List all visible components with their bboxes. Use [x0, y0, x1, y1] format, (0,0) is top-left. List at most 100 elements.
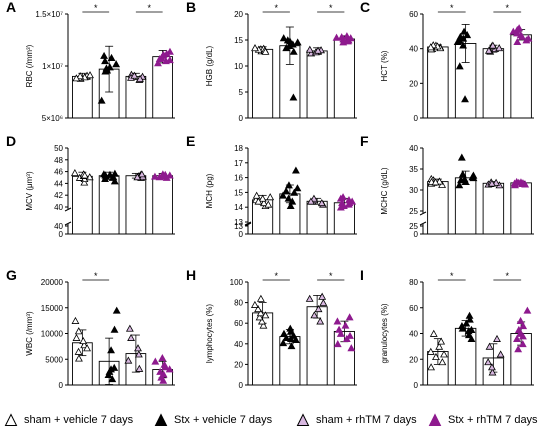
- legend-label: sham + rhTM 7 days: [316, 414, 417, 426]
- data-point-stx: [469, 174, 478, 182]
- data-point-sham_rhtm: [310, 194, 318, 202]
- data-point-stx_rhtm: [513, 25, 522, 33]
- data-point-stx: [286, 324, 295, 332]
- data-point-stx_rhtm: [158, 353, 167, 362]
- y-tick-label: 40: [54, 203, 63, 212]
- data-point-stx: [280, 329, 288, 337]
- data-point-stx: [461, 95, 469, 103]
- data-point-sham: [70, 169, 79, 177]
- significance-star: *: [329, 271, 333, 281]
- data-point-sham: [80, 171, 89, 179]
- y-tick-label: 17: [234, 159, 243, 168]
- panel-letter: G: [6, 267, 17, 283]
- significance-star: *: [450, 271, 454, 281]
- data-point-sham: [259, 199, 268, 207]
- data-point-sham_rhtm: [488, 41, 497, 49]
- y-tick-label: 10000: [41, 330, 64, 339]
- y-tick-label: 42: [54, 191, 63, 200]
- y-tick-label: 13: [234, 218, 243, 227]
- data-point-sham: [438, 358, 447, 366]
- data-point-sham_rhtm: [134, 350, 143, 358]
- bar-stx_rhtm: [152, 175, 173, 235]
- data-point-sham: [75, 354, 83, 362]
- data-point-stx_rhtm: [519, 179, 527, 187]
- significance-star: *: [147, 3, 151, 13]
- panel-i: I 0 20 40 60 80 granulocytes (%) * *: [360, 267, 534, 390]
- significance-star: *: [505, 3, 509, 13]
- axis-break-mark: [64, 221, 72, 226]
- data-point-sham: [83, 344, 92, 352]
- legend-label: sham + vehicle 7 days: [24, 414, 134, 426]
- y-tick-label: 15000: [41, 304, 64, 313]
- data-point-stx: [101, 67, 110, 75]
- bar-sham: [252, 48, 274, 119]
- significance-star: *: [94, 271, 98, 281]
- data-point-sham: [440, 350, 448, 358]
- data-point-sham: [74, 327, 83, 335]
- data-point-stx_rhtm: [522, 36, 531, 44]
- data-point-stx_rhtm: [335, 325, 344, 333]
- data-point-stx_rhtm: [513, 37, 522, 46]
- y-axis-label: WBC (/mm³): [25, 311, 34, 356]
- axis-break-mark: [64, 207, 72, 212]
- significance-star: *: [505, 271, 509, 281]
- y-tick-label: 13: [234, 222, 243, 231]
- data-point-stx: [456, 176, 465, 184]
- data-point-stx_rhtm: [518, 32, 526, 40]
- data-point-sham: [252, 191, 261, 199]
- lilac-triangle-icon: [296, 413, 310, 426]
- data-point-stx: [285, 41, 294, 50]
- y-tick-label: 10: [234, 62, 243, 71]
- y-tick-label: 1.5×10⁷: [35, 10, 63, 19]
- data-point-sham_rhtm: [317, 199, 326, 207]
- data-point-stx_rhtm: [345, 199, 354, 207]
- panel-c: C 0 20 40 60 HCT (%) * *: [360, 0, 534, 123]
- bar-stx: [454, 327, 477, 386]
- axis-break-mark: [419, 211, 427, 216]
- data-point-sham_rhtm: [314, 305, 323, 313]
- legend-item-sham_rhtm: sham + rhTM 7 days: [296, 410, 417, 430]
- data-point-stx: [279, 339, 288, 347]
- data-point-sham: [256, 294, 265, 302]
- data-point-stx_rhtm: [523, 306, 532, 314]
- y-tick-label: 14: [234, 203, 243, 212]
- y-tick-label: 0: [239, 114, 244, 123]
- panel-letter: H: [186, 267, 196, 283]
- filled-triangle-icon: [154, 413, 168, 426]
- axis-break-mark: [244, 221, 252, 226]
- data-point-stx: [112, 60, 121, 68]
- data-point-sham: [74, 347, 83, 355]
- y-tick-label: 0: [59, 230, 64, 239]
- data-point-stx: [108, 173, 117, 181]
- y-axis-label: MCHC (g/dL): [380, 167, 389, 214]
- significance-star: *: [94, 3, 98, 13]
- data-point-sham: [426, 43, 435, 51]
- data-point-sham_rhtm: [305, 294, 314, 302]
- y-tick-label: 5: [239, 88, 244, 97]
- data-point-stx: [456, 32, 465, 40]
- data-point-stx_rhtm: [516, 316, 525, 324]
- data-point-sham_rhtm: [305, 45, 314, 53]
- y-tick-label: 20: [409, 79, 418, 88]
- data-point-sham: [261, 47, 270, 55]
- significance-star: *: [274, 3, 278, 13]
- data-point-stx_rhtm: [341, 321, 350, 329]
- legend-label: Stx + rhTM 7 days: [448, 414, 538, 426]
- data-point-stx: [455, 36, 464, 44]
- legend-marker: [154, 413, 168, 426]
- data-point-stx: [458, 170, 467, 178]
- y-tick-label: 60: [234, 319, 243, 328]
- data-point-sham_rhtm: [135, 364, 144, 372]
- y-axis-label: MCH (pg): [205, 173, 214, 208]
- y-axis-label: lymphocytes (%): [205, 304, 214, 363]
- data-point-stx: [110, 363, 119, 371]
- data-point-stx_rhtm: [347, 344, 356, 352]
- data-point-sham: [251, 44, 259, 52]
- data-point-sham_rhtm: [127, 333, 136, 341]
- data-point-stx_rhtm: [337, 33, 346, 41]
- y-axis-label: HCT (%): [380, 50, 389, 81]
- data-point-sham: [426, 347, 435, 355]
